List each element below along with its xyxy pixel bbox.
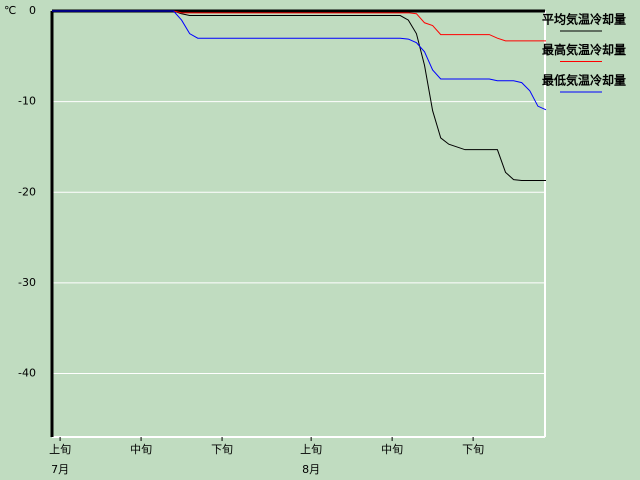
x-tick-label: 中旬 bbox=[381, 443, 403, 456]
y-tick-label: -40 bbox=[18, 367, 36, 380]
y-tick-label: -20 bbox=[18, 185, 36, 198]
legend-label: 平均気温冷却量 bbox=[542, 12, 626, 27]
series-line bbox=[52, 10, 546, 181]
x-tick-label: 上旬 bbox=[300, 443, 322, 456]
y-tick-label: -30 bbox=[18, 276, 36, 289]
series-line bbox=[52, 10, 546, 42]
series-line bbox=[52, 10, 547, 111]
month-label: 8月 bbox=[302, 463, 320, 476]
x-tick-label: 下旬 bbox=[462, 443, 484, 456]
x-tick-label: 上旬 bbox=[49, 443, 71, 456]
legend-label: 最低気温冷却量 bbox=[542, 73, 626, 88]
x-tick-label: 下旬 bbox=[211, 443, 233, 456]
legend-label: 最高気温冷却量 bbox=[542, 42, 626, 57]
month-label: 7月 bbox=[51, 463, 69, 476]
x-tick-label: 中旬 bbox=[130, 443, 152, 456]
y-tick-label: -10 bbox=[18, 95, 36, 108]
unit-label: ℃ bbox=[4, 4, 16, 17]
y-tick-label: 0 bbox=[29, 4, 36, 17]
